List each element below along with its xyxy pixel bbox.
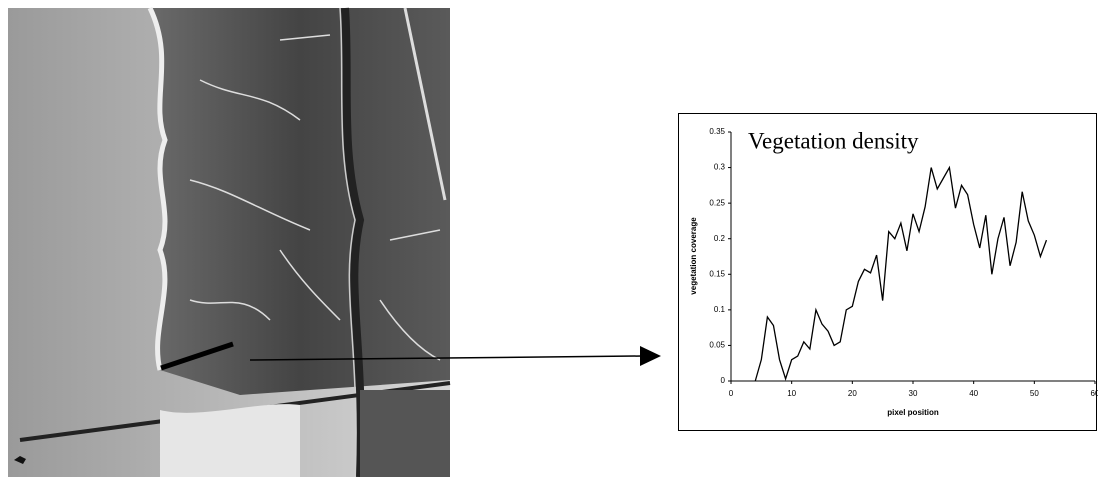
aerial-photo xyxy=(8,6,451,477)
y-tick-label: 0.35 xyxy=(709,127,725,136)
y-tick-label: 0.15 xyxy=(709,269,725,278)
y-axis-label: vegetation coverage xyxy=(689,217,698,295)
x-tick-label: 20 xyxy=(848,389,857,398)
y-tick-label: 0.05 xyxy=(709,341,725,350)
x-tick-label: 40 xyxy=(969,389,978,398)
x-tick-label: 60 xyxy=(1091,389,1098,398)
y-tick-label: 0.3 xyxy=(714,163,726,172)
y-tick-label: 0.2 xyxy=(714,234,726,243)
x-tick-label: 50 xyxy=(1030,389,1039,398)
data-line xyxy=(754,165,1048,382)
x-tick-label: 0 xyxy=(729,389,734,398)
arrow-line xyxy=(249,355,643,361)
x-tick-label: 30 xyxy=(909,389,918,398)
chart-frame xyxy=(678,113,1097,431)
y-tick-label: 0.25 xyxy=(709,198,725,207)
arrow-head xyxy=(640,346,661,366)
x-tick-label: 10 xyxy=(787,389,796,398)
annotation: Vegetation density xyxy=(748,128,919,153)
y-tick-label: 0.1 xyxy=(714,305,726,314)
y-tick-label: 0 xyxy=(721,376,726,385)
transect xyxy=(160,341,234,371)
x-axis-label: pixel position xyxy=(887,408,939,417)
